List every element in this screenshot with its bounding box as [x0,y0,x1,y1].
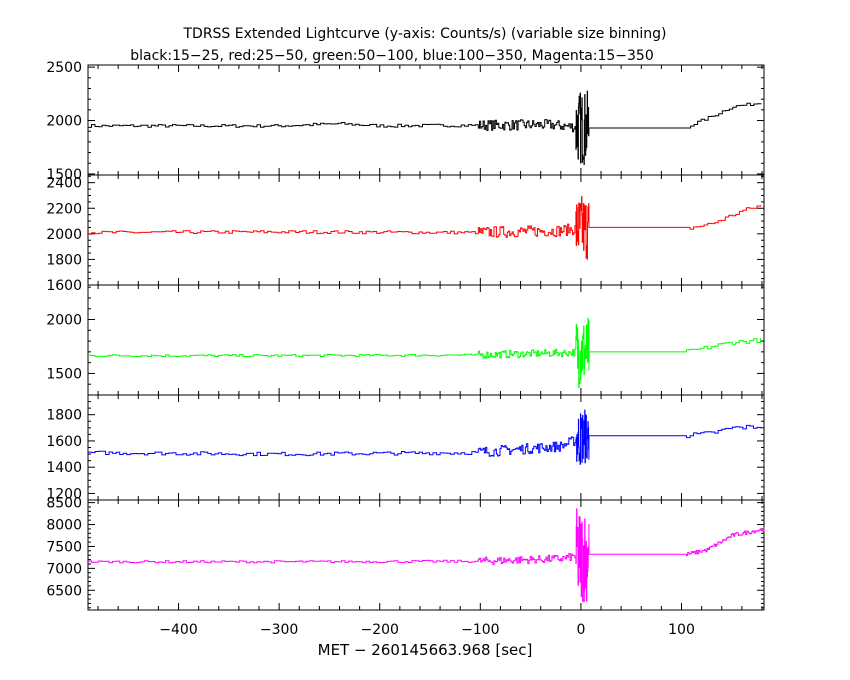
panel-15-350: 6500 7000 7500 8000 8500 [46,496,765,611]
y-tick-label: 2000 [46,313,82,329]
y-tick-label: 2400 [46,176,82,192]
y-tick-label: 1800 [46,252,82,268]
x-axis-label: MET − 260145663.968 [sec] [318,641,533,659]
series-line-25-50 [88,196,761,260]
panel-frame [87,64,765,176]
series-line-15-25 [88,90,762,165]
y-tick-label: 2500 [46,60,82,76]
y-tick-label: 1600 [46,278,82,294]
panel-25-50: 1600 1800 2000 2200 2400 [46,174,765,294]
x-axis: −400 −300 −200 −100 0 100 [159,622,695,638]
panel-50-100: 1500 2000 [46,284,765,396]
x-tick-label: −400 [159,622,197,638]
y-tick-label: 2000 [46,227,82,243]
x-tick-label: 100 [668,622,695,638]
series-line-100-350 [88,409,761,465]
panel-frame [87,284,765,396]
series-line-50-100 [88,317,761,389]
panel-stack: 1500200025001600180020002200240015002000… [46,60,765,611]
y-tick-label: 1800 [46,408,82,424]
panel-100-350: 1200 1400 1600 1800 [46,394,765,502]
y-tick-label: 2200 [46,201,82,217]
x-tick-label: 0 [576,622,585,638]
y-tick-label: 7500 [46,539,82,555]
series-line-15-350 [88,508,765,603]
chart-subtitle: black:15−25, red:25−50, green:50−100, bl… [130,48,654,64]
x-tick-label: −100 [461,622,499,638]
y-tick-label: 1400 [46,460,82,476]
x-tick-label: −200 [360,622,398,638]
x-tick-label: −300 [260,622,298,638]
y-tick-label: 6500 [46,583,82,599]
y-tick-label: 1200 [46,486,82,502]
y-tick-label: 8000 [46,518,82,534]
chart-title: TDRSS Extended Lightcurve (y-axis: Count… [182,26,666,42]
y-tick-label: 1600 [46,434,82,450]
y-tick-label: 2000 [46,114,82,130]
y-tick-label: 1500 [46,167,82,183]
y-tick-label: 7000 [46,561,82,577]
panel-frame [87,174,765,286]
panel-frame [87,394,765,501]
panel-frame [87,499,765,611]
y-tick-label: 8500 [46,496,82,512]
panel-15-25: 1500 2000 2500 [46,60,765,183]
y-tick-label: 1500 [46,366,82,382]
